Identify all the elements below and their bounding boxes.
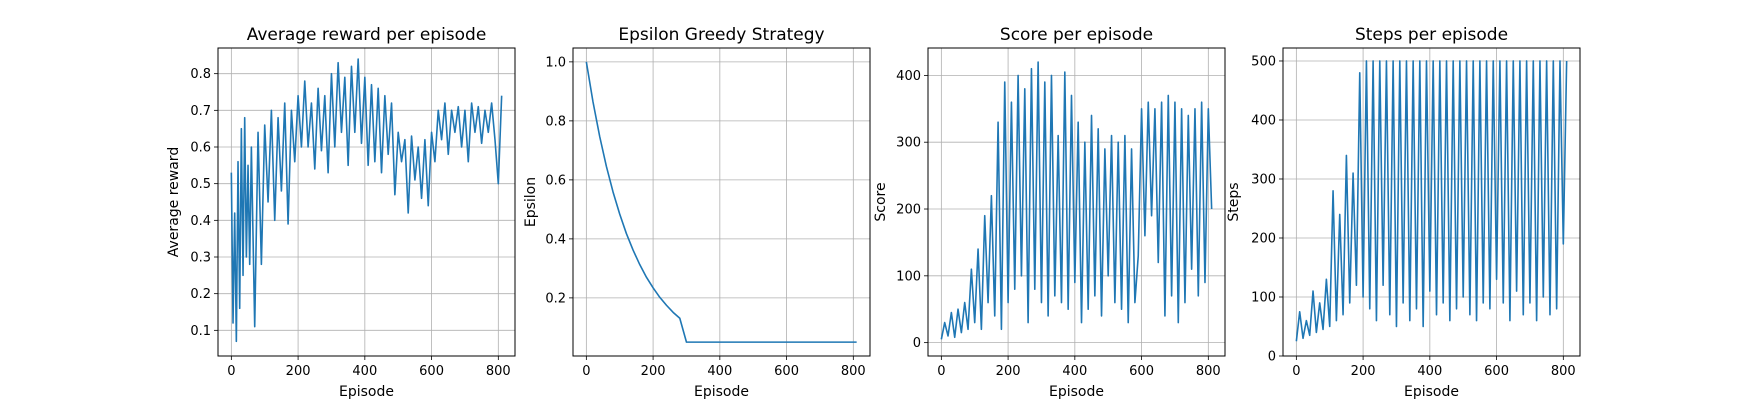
plot-area	[230, 58, 503, 343]
y-axis-label: Score	[873, 182, 889, 221]
chart-title: Steps per episode	[1355, 25, 1508, 45]
x-tick-label: 0	[1292, 364, 1300, 379]
y-tick-label: 0.2	[545, 291, 566, 306]
y-axis-label: Epsilon	[523, 177, 539, 227]
axes-frame	[927, 47, 1226, 357]
ticks: 0 200 400 600 800 0.1 0.2 0.3 0.4 0.5 0.6 0.7 0.8	[190, 67, 510, 379]
x-tick-label: 600	[1484, 364, 1509, 379]
y-tick-label: 0.4	[190, 214, 211, 229]
y-tick-label: 0.8	[190, 67, 211, 82]
x-tick-label: 200	[1351, 364, 1376, 379]
x-tick-label: 0	[937, 364, 945, 379]
series-line	[585, 61, 857, 343]
y-tick-label: 100	[1251, 290, 1276, 305]
y-tick-label: 0.5	[190, 177, 211, 192]
series-line	[1295, 60, 1568, 342]
x-tick-label: 400	[352, 364, 377, 379]
plot-area	[585, 61, 857, 343]
series-line	[940, 61, 1213, 340]
y-axis-label: Average reward	[166, 147, 182, 257]
x-tick-label: 600	[1129, 364, 1154, 379]
x-tick-label: 800	[841, 364, 866, 379]
gridlines	[573, 48, 870, 356]
chart-title: Score per episode	[1000, 25, 1153, 45]
x-tick-label: 400	[1062, 364, 1087, 379]
axes-frame	[217, 47, 516, 357]
y-tick-label: 400	[1251, 113, 1276, 128]
x-tick-label: 200	[996, 364, 1021, 379]
subplot-score: 0 200 400 600 800 0 100 200 300 400 Score per epi…	[873, 25, 1226, 400]
y-tick-label: 200	[896, 203, 921, 218]
y-tick-label: 0.2	[190, 287, 211, 302]
y-tick-label: 0	[1268, 350, 1276, 365]
y-tick-label: 300	[896, 136, 921, 151]
chart-title: Epsilon Greedy Strategy	[618, 25, 824, 45]
x-tick-label: 200	[641, 364, 666, 379]
y-tick-label: 1.0	[545, 55, 566, 70]
x-tick-label: 800	[486, 364, 511, 379]
y-tick-label: 400	[896, 69, 921, 84]
x-axis-label: Episode	[339, 384, 394, 400]
chart-title: Average reward per episode	[247, 25, 487, 45]
subplot-average-reward: 0 200 400 600 800 0.1 0.2 0.3 0.4 0.5 0.6 0.7 0.8 Av…	[166, 25, 516, 400]
x-axis-label: Episode	[1404, 384, 1459, 400]
y-tick-label: 0.1	[190, 324, 211, 339]
y-tick-label: 0	[913, 336, 921, 351]
ticks: 0 200 400 600 800 0 100 200 300 400 500	[1251, 54, 1576, 379]
series-line	[230, 58, 503, 343]
x-axis-label: Episode	[1049, 384, 1104, 400]
axes-frame	[1282, 47, 1581, 357]
plot-area	[940, 61, 1213, 340]
axes-frame	[572, 47, 871, 357]
x-tick-label: 200	[286, 364, 311, 379]
y-tick-label: 0.3	[190, 251, 211, 266]
y-tick-label: 0.6	[190, 141, 211, 156]
y-tick-label: 0.7	[190, 104, 211, 119]
y-tick-label: 100	[896, 269, 921, 284]
x-tick-label: 400	[707, 364, 732, 379]
subplot-steps: 0 200 400 600 800 0 100 200 300 400 500 Steps per …	[1226, 25, 1581, 400]
y-tick-label: 0.6	[545, 173, 566, 188]
ticks: 0 200 400 600 800 0.2 0.4 0.6 0.8 1.0	[545, 55, 865, 379]
x-tick-label: 400	[1417, 364, 1442, 379]
y-tick-label: 0.4	[545, 232, 566, 247]
y-tick-label: 500	[1251, 54, 1276, 69]
x-tick-label: 0	[227, 364, 235, 379]
y-tick-label: 300	[1251, 172, 1276, 187]
subplot-epsilon: 0 200 400 600 800 0.2 0.4 0.6 0.8 1.0 Epsilon Gre…	[523, 25, 871, 400]
x-tick-label: 800	[1196, 364, 1221, 379]
x-tick-label: 0	[582, 364, 590, 379]
plot-area	[1295, 60, 1568, 342]
x-tick-label: 600	[774, 364, 799, 379]
y-tick-label: 0.8	[545, 114, 566, 129]
gridlines	[218, 48, 515, 356]
y-tick-label: 200	[1251, 231, 1276, 246]
ticks: 0 200 400 600 800 0 100 200 300 400	[896, 69, 1221, 379]
x-tick-label: 800	[1551, 364, 1576, 379]
x-tick-label: 600	[419, 364, 444, 379]
x-axis-label: Episode	[694, 384, 749, 400]
y-axis-label: Steps	[1226, 182, 1242, 221]
